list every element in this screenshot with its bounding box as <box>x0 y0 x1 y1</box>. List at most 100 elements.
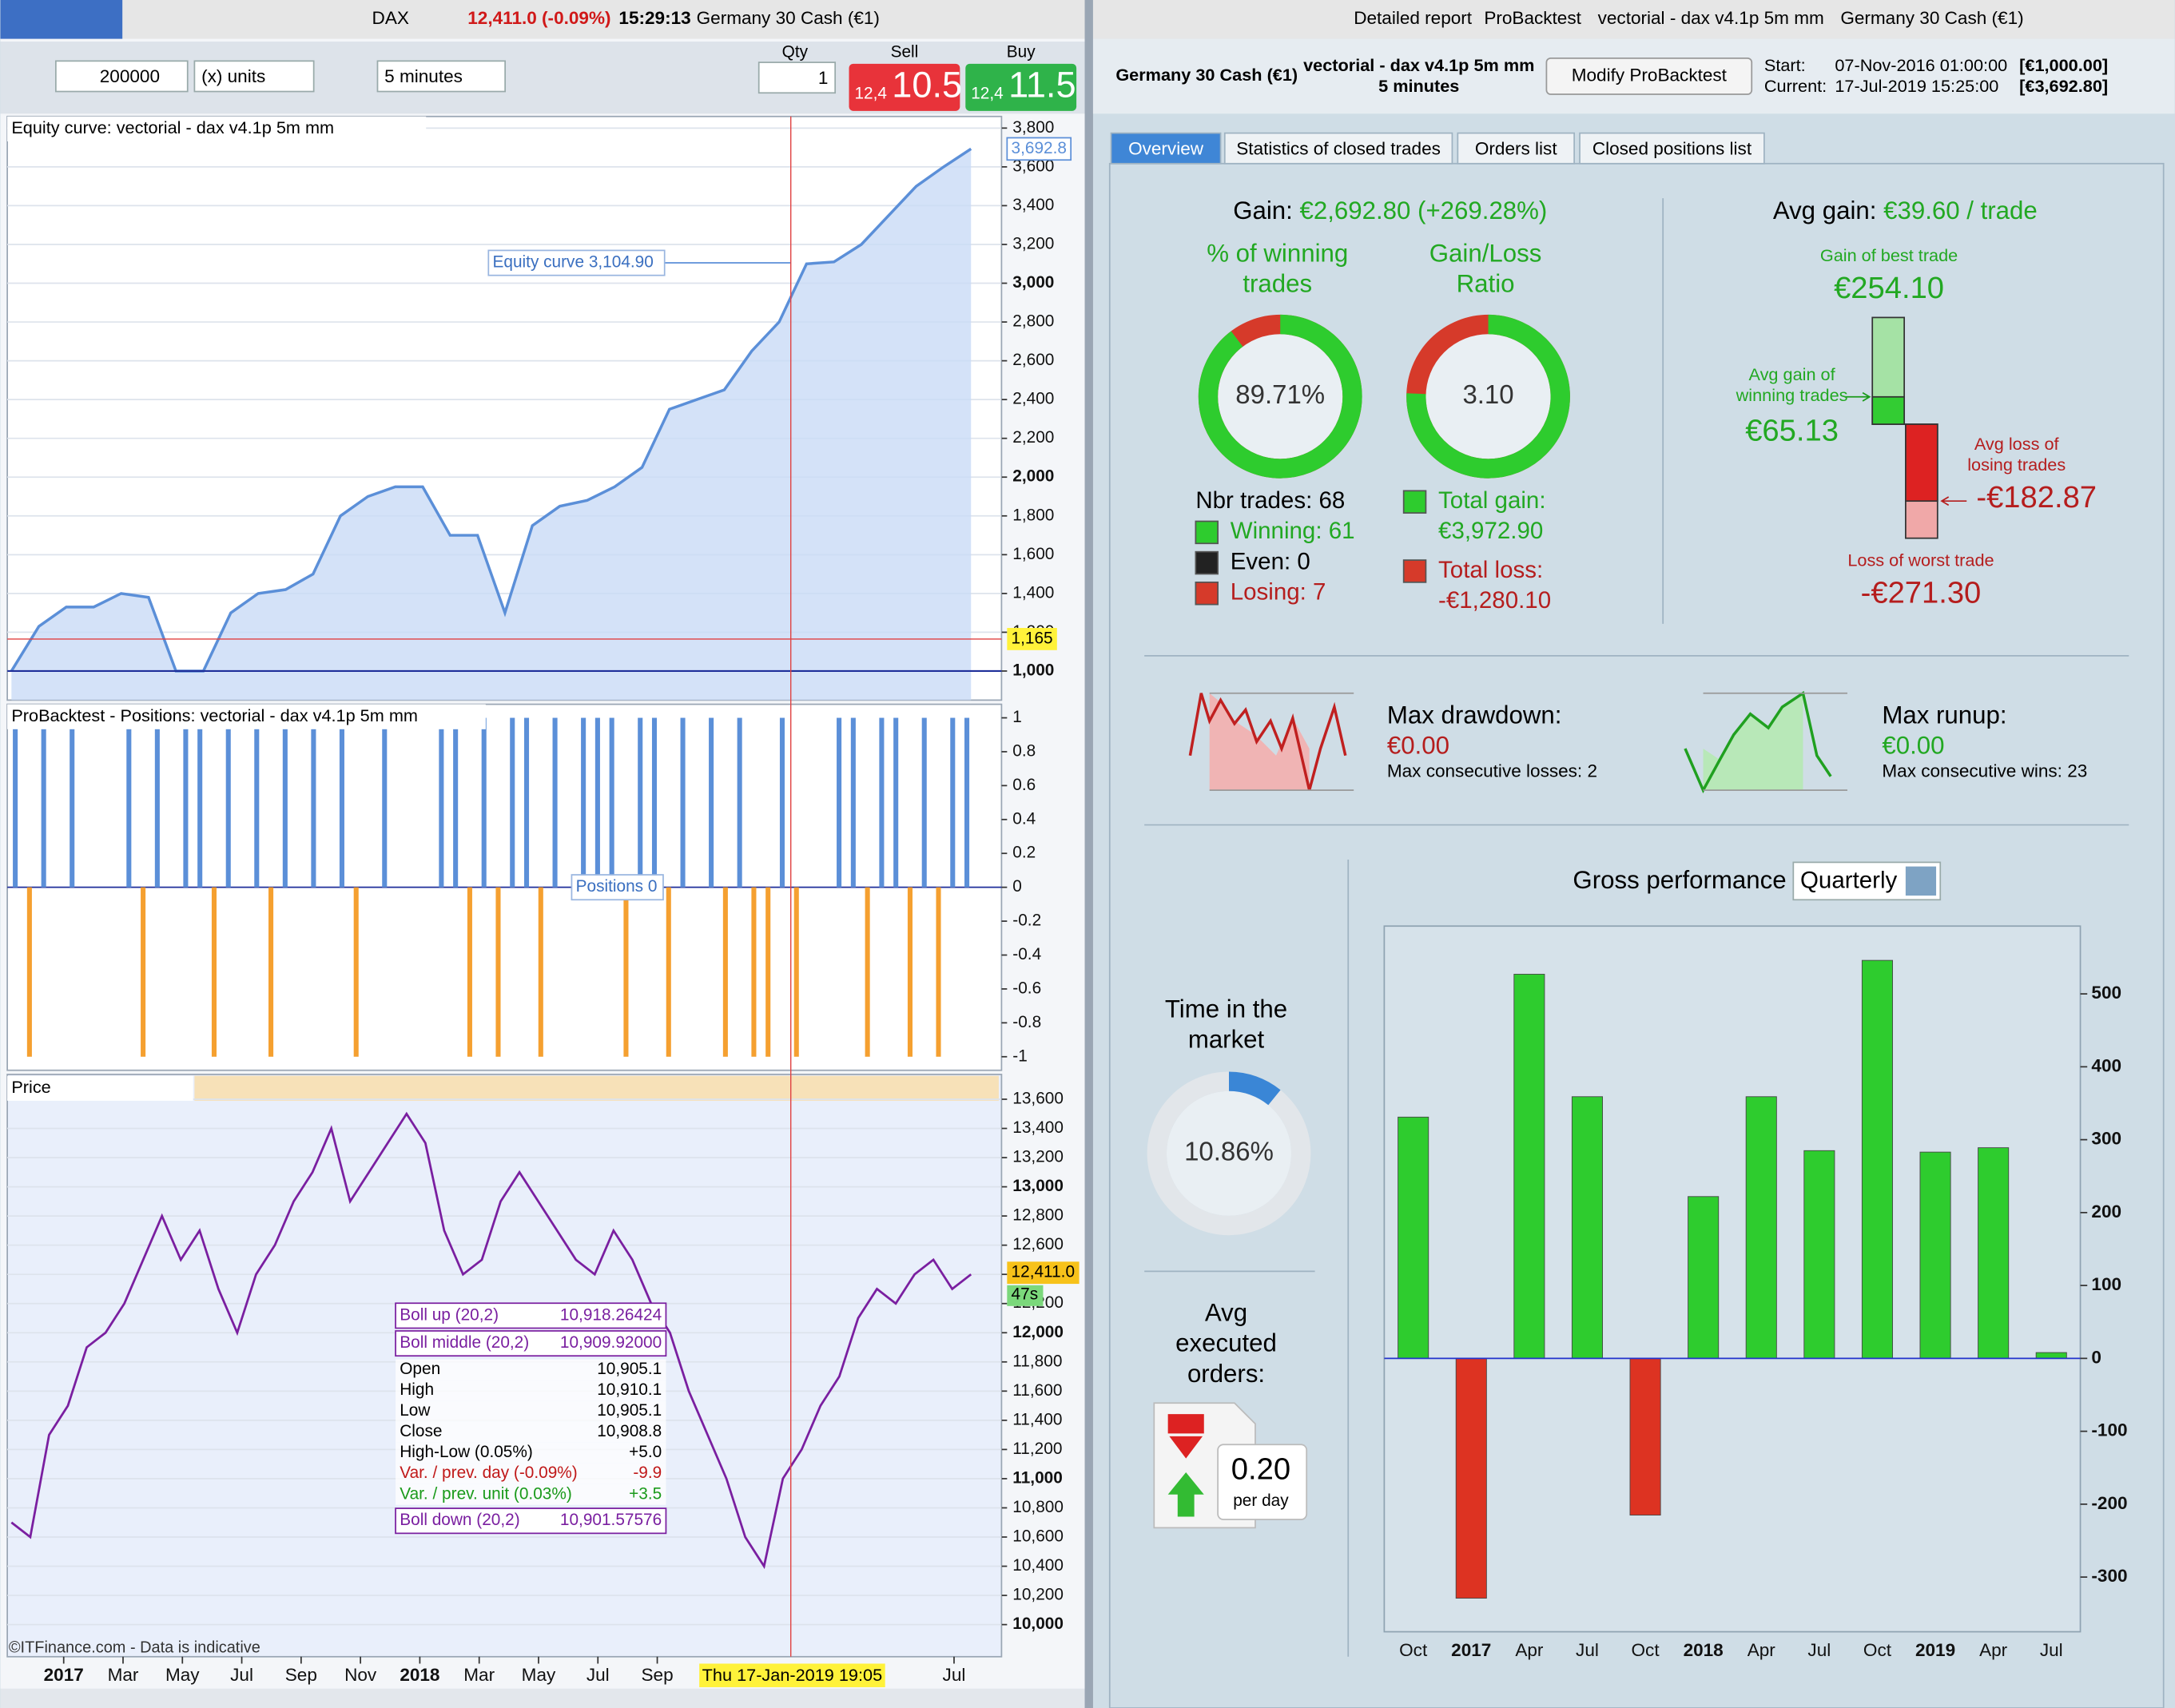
orders-icon <box>1153 1402 1308 1529</box>
cursor-tag <box>699 1663 885 1687</box>
position-bar <box>765 887 771 1057</box>
total-gain: €3,972.90 <box>1438 518 1543 544</box>
gain: €2,692.80 (+269.28%) <box>1300 197 1548 224</box>
avg-gain-label: Avg gain: <box>1773 197 1877 224</box>
label: €254.10 <box>1834 271 1944 305</box>
annotation: Positions 0 <box>576 877 658 896</box>
position-bar <box>850 717 856 888</box>
x-tick-label: 2018 <box>400 1665 439 1685</box>
panel-title-box <box>7 704 486 729</box>
position-bar <box>921 717 927 888</box>
y-tick-label: 13,600 <box>1012 1089 1064 1107</box>
donut-arc <box>1406 314 1570 479</box>
tabs: Overview <box>1128 138 1204 158</box>
y-tick-label: 1,000 <box>1012 661 1054 679</box>
position-bar <box>183 717 189 888</box>
position-bar <box>879 717 885 888</box>
even: Even: 0 <box>1231 548 1310 574</box>
splitter[interactable] <box>1084 0 1093 1708</box>
position-bar <box>26 887 32 1057</box>
input-box[interactable] <box>376 60 507 93</box>
donut-center <box>1218 334 1343 459</box>
x-tick-label: Sep <box>285 1665 317 1685</box>
tab[interactable] <box>1223 132 1453 165</box>
position-bar <box>722 887 728 1057</box>
x-tick-label: Oct <box>1863 1640 1892 1660</box>
title: Gain of best trade <box>1820 245 1958 265</box>
period: Quarterly <box>1800 868 1898 894</box>
total-loss: -€1,280.10 <box>1438 587 1551 614</box>
label: Boll up (20,2) <box>400 1305 499 1324</box>
input-box[interactable] <box>55 60 189 93</box>
countdown-tag <box>1007 1285 1044 1306</box>
price-header-strip <box>194 1075 999 1101</box>
x-tick-label: Jul <box>1576 1640 1599 1660</box>
tabs: Closed positions list <box>1592 138 1752 158</box>
plot-area <box>1383 925 2082 1633</box>
info-row-bg <box>396 1463 666 1484</box>
label: Boll down (20,2) <box>400 1511 519 1529</box>
y-tick-label: 10,000 <box>1012 1615 1064 1633</box>
x-tick-label: May <box>165 1665 200 1685</box>
position-bar <box>339 717 344 888</box>
title: Gross performance <box>1573 866 1786 894</box>
label: 10.86% <box>1184 1137 1274 1166</box>
indicator-box <box>395 1330 667 1357</box>
label: 89.71% <box>1235 379 1325 409</box>
button: Modify ProBacktest <box>1572 65 1728 85</box>
position-bar <box>666 887 671 1057</box>
tabs: Orders list <box>1475 138 1557 158</box>
copyright: ©ITFinance.com - Data is indicative <box>9 1639 260 1657</box>
modify-button[interactable] <box>1545 58 1753 95</box>
x-tick-label: Mar <box>463 1665 495 1685</box>
y-tick-label: -0.8 <box>1012 1013 1041 1031</box>
y-tick-label: 0.2 <box>1012 844 1036 862</box>
x-tick-label: Jul <box>2040 1640 2063 1660</box>
label: -€271.30 <box>1861 576 1982 610</box>
info-row-bg <box>396 1442 666 1464</box>
position-bar <box>268 887 274 1057</box>
start-label: Start: <box>1764 55 1806 75</box>
position-bar <box>950 717 956 888</box>
dropdown-arrow[interactable] <box>1905 866 1937 896</box>
y-tick-label: 3,800 <box>1012 118 1054 137</box>
title: Avg gain of <box>1749 364 1836 384</box>
qty-box[interactable] <box>757 62 837 94</box>
tab[interactable] <box>1579 132 1765 165</box>
y-tick-label: 0 <box>1012 877 1022 896</box>
y-tick-label: 3,000 <box>1012 273 1054 292</box>
amount: 200000 <box>100 66 160 86</box>
y-tick-label: 3,200 <box>1012 234 1054 252</box>
input-box[interactable] <box>193 60 315 93</box>
position-bar <box>467 887 472 1057</box>
y-tick-label: 500 <box>2091 983 2121 1003</box>
tab[interactable] <box>1457 132 1575 165</box>
qty: 1 <box>818 68 829 88</box>
value: -9.9 <box>633 1464 662 1482</box>
buy-button[interactable] <box>965 63 1077 111</box>
total-loss-label: Total loss: <box>1438 557 1543 583</box>
y-tick-label: 10,200 <box>1012 1586 1064 1604</box>
title: Price <box>11 1077 50 1097</box>
price-line <box>10 1111 972 1570</box>
position-bar <box>211 887 217 1057</box>
arrow <box>1940 496 1967 506</box>
y-tick-label: -100 <box>2091 1420 2127 1440</box>
annotation-box <box>487 249 666 276</box>
position-bar <box>936 887 941 1057</box>
bar <box>1919 1151 1951 1359</box>
timeframe: 5 minutes <box>384 66 463 86</box>
bar <box>1398 1116 1429 1359</box>
sell-button[interactable] <box>849 63 960 111</box>
tab[interactable] <box>1110 132 1222 165</box>
x-tick-label: Nov <box>344 1665 377 1685</box>
position-bar <box>439 717 444 888</box>
value: 10,908.8 <box>597 1422 662 1440</box>
position-bar <box>538 887 543 1057</box>
buy-price: 11.5 <box>1008 64 1076 105</box>
y-tick-label: 10,600 <box>1012 1527 1064 1545</box>
runup: €0.00 <box>1882 732 1944 760</box>
window-controls[interactable] <box>0 0 123 39</box>
title-bar <box>0 0 1088 39</box>
